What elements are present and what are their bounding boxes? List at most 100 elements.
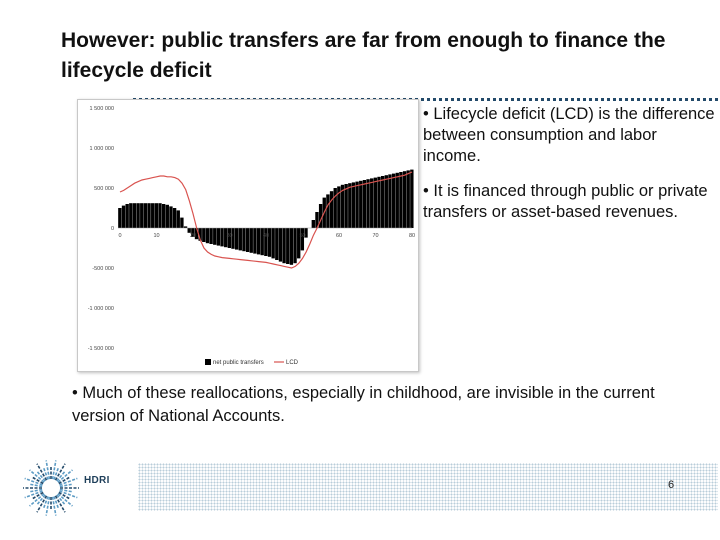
y-tick-label: -500 000 [92,266,114,272]
bullet-lcd-definition: • Lifecycle deficit (LCD) is the differe… [423,105,715,165]
y-tick-labels: 1 500 000 1 000 000 500 000 0 -500 000 -1 000… [88,106,114,352]
transfer-bar [172,208,177,228]
transfer-bar [213,228,217,245]
transfer-bar [209,228,213,244]
transfer-bar [344,184,348,228]
y-tick-label: 1 000 000 [90,146,114,152]
transfer-bar [136,203,140,228]
y-tick-label: 0 [111,226,114,232]
transfer-bar [329,191,334,228]
transfer-bar [318,204,323,228]
transfer-bar [140,203,144,228]
transfer-bar [256,228,261,255]
logo-ray [59,477,78,486]
transfer-bar [340,184,345,228]
logo-ray [29,488,43,493]
transfer-bar [337,186,341,228]
bars [118,169,414,265]
transfer-bar [406,170,410,228]
x-tick-label: 60 [336,233,342,239]
lcd-line [119,171,413,269]
hdri-starburst-logo-icon [20,455,82,526]
transfer-bar [333,188,337,228]
legend-line-label: LCD [286,360,299,366]
transfer-bar [198,228,202,241]
transfer-bar [391,173,396,228]
transfer-bar [410,169,414,228]
logo-ray [59,488,73,493]
transfer-bar [132,203,137,228]
logo-ray [45,460,51,480]
x-tick-label: 0 [118,233,121,239]
transfer-bar [242,228,246,252]
transfer-bar [293,228,297,264]
transfer-bar [278,228,283,262]
logo-text: HDRI [84,475,110,486]
chart-svg: 1 500 000 1 000 000 500 000 0 -500 000 -1 000… [88,106,415,366]
x-tick-label: 30 [226,233,232,239]
logo-ray [57,469,73,483]
transfer-bar [264,228,268,256]
transfer-bar [118,208,122,228]
bullet-lcd-financing: • It is financed through public or priva… [423,182,708,221]
logo-ray [24,490,43,499]
transfer-bar [370,178,374,228]
transfer-bar [315,212,319,228]
y-tick-label: 1 500 000 [90,106,114,112]
transfer-bar [275,228,279,260]
logo-ray [29,493,45,507]
logo-ray [24,477,43,486]
logo-ray [42,496,49,509]
logo-ray [59,490,78,499]
transfer-bar [271,228,275,259]
bottom-bullet: • Much of these reallocations, especiall… [72,384,655,425]
x-tick-labels: 0 10 20 30 40 50 60 70 80 [118,233,415,239]
transfer-bar [231,228,235,249]
transfer-bar [286,228,290,264]
transfer-bar [373,177,378,228]
y-tick-label: -1 000 000 [88,306,114,312]
transfer-bar [297,228,301,259]
transfer-bar [238,228,242,251]
transfer-bar [326,194,330,228]
transfer-bar [165,204,169,228]
logo-ray [51,460,57,480]
logo-ray [59,483,73,488]
logo-ray [53,467,60,480]
logo-ray [57,493,73,507]
logo-ray [54,463,66,481]
x-tick-label: 10 [153,233,159,239]
slide-title: However: public transfers are far from e… [61,29,666,82]
transfer-bar [143,203,148,228]
transfer-bar [402,171,407,228]
logo-ray [53,496,60,509]
transfer-bar [355,181,359,228]
transfer-bar [205,228,210,244]
transfer-bar [191,228,195,237]
logo-ray [36,495,48,513]
logo-ray [58,476,71,485]
x-tick-label: 80 [409,233,415,239]
top-divider [133,98,718,101]
transfer-bar [129,203,133,228]
transfer-bar [234,228,239,250]
logo-ray [29,469,45,483]
transfer-bar [311,220,315,228]
transfer-bar [348,183,352,228]
transfer-bar [395,172,399,228]
logo-ray [45,496,51,516]
transfer-bar [399,172,403,228]
transfer-bar [388,174,392,228]
logo-ray [56,494,66,506]
logo-ray [51,496,57,516]
x-tick-label: 20 [190,233,196,239]
transfer-bar [245,228,250,252]
transfer-bar [249,228,253,253]
transfer-bar [377,176,381,228]
transfer-bar [359,180,363,228]
x-tick-label: 50 [299,233,305,239]
transfer-bar [121,205,126,228]
transfer-bar [194,228,199,240]
footer-dot-panel [138,463,718,511]
transfer-bar [260,228,264,256]
